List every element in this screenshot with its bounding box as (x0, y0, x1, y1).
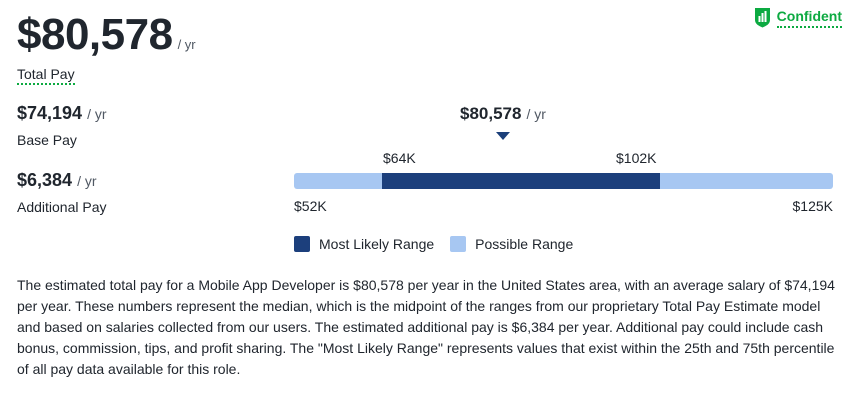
likely-swatch (294, 236, 310, 252)
range-legend: Most Likely Range Possible Range (294, 236, 589, 252)
total-pay-amount: $80,578 (17, 10, 173, 59)
legend-possible: Possible Range (450, 236, 573, 252)
pay-range-bar (294, 173, 833, 189)
likely-high-label: $102K (616, 150, 657, 166)
legend-possible-label: Possible Range (475, 236, 574, 252)
likely-low-label: $64K (383, 150, 416, 166)
median-unit: / yr (526, 106, 546, 122)
additional-pay-label: Additional Pay (17, 199, 107, 215)
additional-pay: $6,384 / yr Additional Pay (17, 170, 107, 215)
pay-description: The estimated total pay for a Mobile App… (17, 277, 835, 377)
likely-range-bar (382, 173, 660, 189)
total-pay-label[interactable]: Total Pay (17, 66, 75, 85)
legend-likely-label: Most Likely Range (319, 236, 435, 252)
total-pay: $80,578 / yr (17, 10, 196, 60)
base-pay: $74,194 / yr Base Pay (17, 103, 107, 148)
additional-pay-unit: / yr (77, 173, 97, 189)
shield-chart-icon (754, 8, 770, 28)
possible-swatch (450, 236, 467, 252)
possible-low-label: $52K (294, 198, 327, 214)
median-caret-icon (496, 132, 510, 140)
median-amount: $80,578 (460, 104, 522, 123)
possible-high-label: $125K (792, 198, 833, 214)
confidence-badge[interactable]: Confident (754, 7, 842, 28)
base-pay-unit: / yr (87, 106, 107, 122)
confidence-label[interactable]: Confident (776, 8, 842, 28)
legend-likely: Most Likely Range (294, 236, 434, 252)
median-marker: $80,578 / yr (460, 104, 546, 124)
base-pay-amount: $74,194 (17, 103, 83, 123)
total-pay-unit: / yr (177, 37, 196, 52)
base-pay-label: Base Pay (17, 132, 77, 148)
additional-pay-amount: $6,384 (17, 170, 73, 190)
